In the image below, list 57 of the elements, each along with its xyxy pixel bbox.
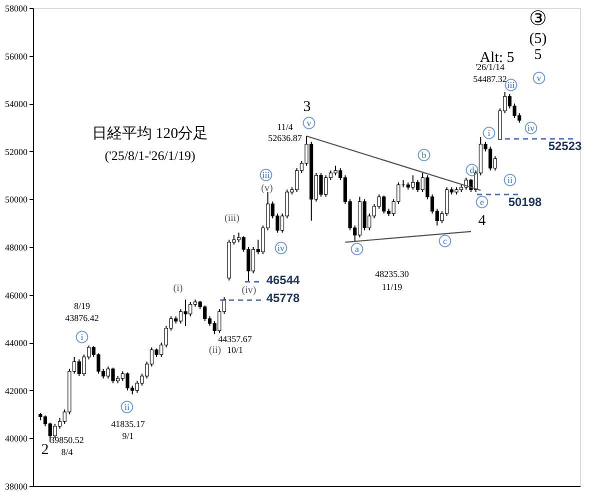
annotation: b (422, 150, 427, 160)
annotation: v (306, 118, 312, 128)
ref-line-label: 46544 (266, 273, 300, 287)
annotation: (ii) (208, 345, 222, 356)
annotation: (iv) (242, 285, 256, 296)
annotation: 48235.30 (375, 269, 410, 279)
annotation: iii (507, 80, 516, 90)
y-tick-label: 54000 (5, 99, 28, 110)
annotation: (iii) (224, 213, 240, 224)
y-tick-label: 42000 (5, 386, 28, 396)
annotation: 39850.52 (50, 435, 84, 445)
y-tick-label: 52000 (5, 146, 28, 157)
annotation: 2 (41, 442, 49, 458)
y-tick-label: 56000 (5, 51, 28, 62)
annotation: 11/19 (382, 282, 403, 292)
y-tick-label: 40000 (5, 434, 28, 444)
annotation: 41835.17 (111, 419, 146, 429)
y-tick-label: 50000 (5, 194, 28, 205)
annotation: (i) (173, 283, 183, 294)
annotation: ii (507, 175, 513, 185)
annotation: (v) (261, 183, 273, 194)
annotation: 3 (303, 99, 311, 115)
annotation: e (480, 197, 484, 207)
ref-line-label: 52523 (548, 139, 582, 153)
annotation: i (80, 332, 84, 342)
annotation: d (470, 165, 475, 175)
text: (5) (529, 31, 547, 47)
ref-line-label: 45778 (266, 291, 300, 305)
text: v (536, 73, 542, 83)
y-tick-label: 58000 (5, 4, 28, 14)
text: ('25/8/1-'26/1/19) (104, 148, 196, 163)
annotation: iv (277, 243, 285, 253)
annotation: 11/4 (277, 122, 294, 132)
annotation: 43876.42 (65, 313, 99, 323)
annotation: 4 (478, 213, 486, 229)
annotation: c (443, 236, 447, 246)
annotation: 44357.67 (218, 334, 252, 344)
annotation: 9/1 (122, 431, 134, 441)
annotation: iii (262, 170, 270, 180)
annotation: 10/1 (226, 345, 244, 355)
y-tick-label: 46000 (5, 290, 28, 300)
annotation: 52636.87 (268, 133, 302, 143)
text: 5 (534, 47, 542, 63)
y-tick-label: 44000 (5, 338, 28, 348)
annotation: i (488, 128, 491, 138)
text: ③ (529, 8, 547, 30)
y-tick-label: 48000 (5, 242, 28, 252)
annotation: 54487.32 (473, 74, 507, 84)
annotation: 8/4 (61, 447, 74, 457)
y-tick-label: 38000 (5, 482, 28, 492)
annotation: 8/19 (74, 301, 90, 311)
annotation: ii (124, 402, 130, 412)
text: iv (527, 123, 535, 133)
annotation: a (355, 244, 359, 254)
text: 日経平均 120分足 (92, 125, 208, 142)
ref-line-label: 50198 (508, 195, 542, 209)
annotation: '26/1/14 (475, 62, 506, 72)
